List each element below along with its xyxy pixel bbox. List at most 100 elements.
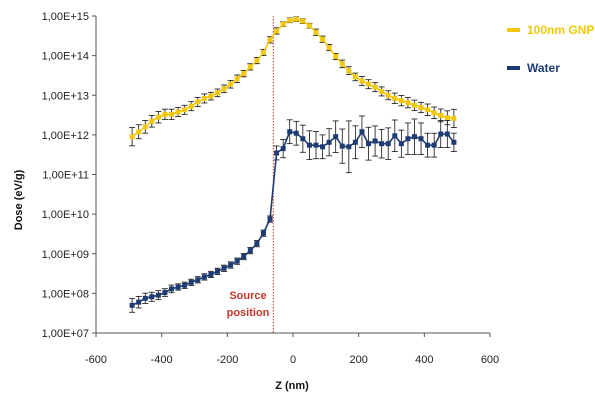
data-point <box>320 36 326 42</box>
data-point <box>418 136 424 142</box>
data-point <box>280 21 286 27</box>
source-annotation-line1: Source <box>229 290 266 302</box>
legend-label-water: Water <box>527 61 560 75</box>
x-tick-label: 0 <box>290 354 296 366</box>
series-water <box>129 115 457 313</box>
data-point <box>306 23 312 29</box>
data-point <box>359 129 365 135</box>
data-point <box>201 274 207 280</box>
y-tick-label: 1,00E+14 <box>42 51 89 63</box>
data-point <box>221 265 227 271</box>
data-point <box>444 131 450 137</box>
x-axis-title: Z (nm) <box>275 380 309 392</box>
data-point <box>425 107 431 113</box>
data-point <box>162 111 168 117</box>
x-tick-label: -600 <box>85 354 107 366</box>
data-point <box>136 129 142 135</box>
data-point <box>405 136 411 142</box>
data-point <box>431 110 437 116</box>
data-point <box>392 133 398 139</box>
data-point <box>411 134 417 140</box>
data-point <box>339 143 345 149</box>
data-point <box>379 88 385 94</box>
data-point <box>175 109 181 115</box>
data-point <box>333 54 339 60</box>
series-layer <box>129 16 457 333</box>
data-point <box>385 92 391 98</box>
data-point <box>254 241 260 247</box>
data-point <box>260 49 266 55</box>
axes <box>95 16 490 334</box>
data-point <box>214 90 220 96</box>
data-point <box>425 142 431 148</box>
data-point <box>136 299 142 305</box>
data-point <box>169 111 175 117</box>
data-point <box>274 150 280 156</box>
data-point <box>142 295 148 301</box>
y-tick-label: 1,00E+13 <box>42 90 89 102</box>
data-point <box>221 86 227 92</box>
data-point <box>247 64 253 70</box>
data-point <box>195 277 201 283</box>
data-point <box>366 81 372 87</box>
x-tick-label: 200 <box>349 354 367 366</box>
data-point <box>175 284 181 290</box>
data-point <box>195 99 201 105</box>
data-point <box>418 105 424 111</box>
data-point <box>155 114 161 120</box>
legend: 100nm GNP Water <box>507 23 594 75</box>
data-point <box>306 142 312 148</box>
data-point <box>359 78 365 84</box>
data-point <box>228 262 234 268</box>
data-point <box>333 134 339 140</box>
data-point <box>313 29 319 35</box>
data-point <box>352 139 358 145</box>
data-point <box>398 98 404 104</box>
y-tick-label: 1,00E+15 <box>42 11 89 23</box>
x-tick-label: 400 <box>415 354 433 366</box>
data-point <box>267 37 273 43</box>
data-point <box>346 144 352 150</box>
data-point <box>405 100 411 106</box>
data-point <box>293 130 299 136</box>
data-point <box>392 95 398 101</box>
y-tick-label: 1,00E+09 <box>42 249 89 261</box>
data-point <box>300 18 306 24</box>
data-point <box>293 16 299 22</box>
data-point <box>267 216 273 222</box>
data-point <box>320 144 326 150</box>
y-axis-ticks: 1,00E+07 1,00E+08 1,00E+09 1,00E+10 1,00E+11… <box>42 11 96 340</box>
data-point <box>346 68 352 74</box>
data-point <box>228 81 234 87</box>
data-point <box>438 112 444 118</box>
x-tick-label: -200 <box>216 354 238 366</box>
data-point <box>241 71 247 77</box>
series-line <box>131 130 455 307</box>
data-point <box>444 115 450 121</box>
data-point <box>182 107 188 113</box>
data-point <box>398 141 404 147</box>
data-point <box>339 61 345 67</box>
data-point <box>234 76 240 82</box>
data-point <box>326 139 332 145</box>
y-tick-label: 1,00E+11 <box>42 170 89 182</box>
data-point <box>208 271 214 277</box>
data-point <box>208 93 214 99</box>
data-point <box>129 302 135 308</box>
data-point <box>411 102 417 108</box>
data-point <box>149 294 155 300</box>
data-point <box>188 103 194 109</box>
data-point <box>379 141 385 147</box>
data-point <box>254 58 260 64</box>
data-point <box>169 286 175 292</box>
data-point <box>352 74 358 80</box>
data-point <box>431 142 437 148</box>
data-point <box>366 141 372 147</box>
data-point <box>241 254 247 260</box>
data-point <box>155 292 161 298</box>
data-point <box>142 124 148 130</box>
legend-label-gnp: 100nm GNP <box>527 23 594 37</box>
data-point <box>372 84 378 90</box>
data-point <box>385 141 391 147</box>
data-point <box>280 146 286 152</box>
